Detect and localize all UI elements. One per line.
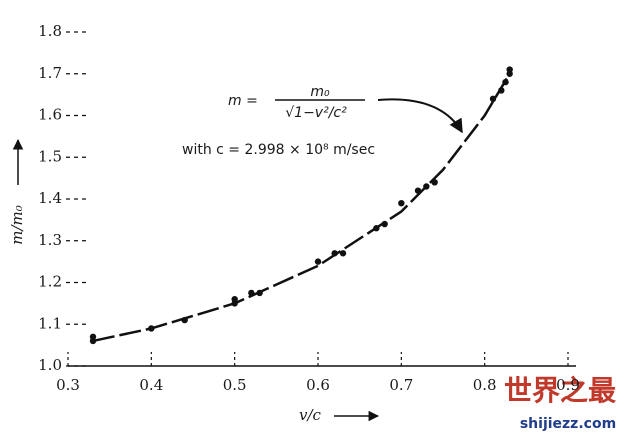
y-tick-label: 1.0 (38, 356, 62, 374)
data-point (498, 87, 505, 94)
watermark-site: shijiezz.com (520, 416, 616, 432)
data-point (331, 250, 338, 257)
data-point (373, 225, 380, 232)
data-point (398, 199, 405, 207)
data-point (431, 179, 438, 186)
data-point (502, 78, 509, 86)
x-tick-label: 0.6 (306, 376, 330, 394)
y-tick-label: 1.7 (38, 64, 62, 82)
fit-curve (92, 73, 511, 343)
data-point (181, 316, 188, 324)
x-tick-label: 0.4 (139, 376, 163, 394)
data-point (89, 337, 97, 345)
formula-lhs: m = (228, 93, 258, 109)
x-tick-label: 0.8 (473, 376, 497, 394)
x-tick-label: 0.7 (389, 376, 413, 394)
watermark-title: 世界之最 (504, 374, 616, 407)
formula-numerator: m₀ (310, 84, 330, 100)
y-tick-label: 1.6 (38, 106, 62, 124)
data-point (506, 66, 513, 73)
data-point (314, 258, 322, 265)
y-tick-label: 1.3 (38, 231, 62, 249)
x-tick-label: 0.5 (223, 376, 247, 394)
y-tick-label: 1.1 (38, 314, 62, 332)
formula-note: with c = 2.998 × 10⁸ m/sec (182, 142, 375, 158)
y-tick-label: 1.5 (38, 147, 62, 165)
x-tick-label: 0.3 (56, 376, 80, 394)
y-tick-label: 1.2 (38, 273, 62, 291)
annotation-arrow (377, 98, 463, 134)
data-point (381, 220, 388, 228)
y-axis-label: m/m₀ (8, 205, 26, 245)
data-point (339, 250, 347, 257)
data-point (256, 289, 263, 297)
data-point (489, 95, 497, 103)
data-point (423, 183, 430, 190)
x-tick-label: 0.9 (556, 376, 580, 394)
formula-denominator: √1−v²/c² (285, 105, 347, 121)
data-point (248, 289, 255, 297)
data-point (231, 296, 238, 303)
y-tick-label: 1.8 (38, 22, 62, 40)
data-point (414, 187, 422, 194)
x-axis-label: v/c (299, 406, 322, 424)
data-point (148, 325, 155, 332)
y-tick-label: 1.4 (38, 189, 62, 207)
